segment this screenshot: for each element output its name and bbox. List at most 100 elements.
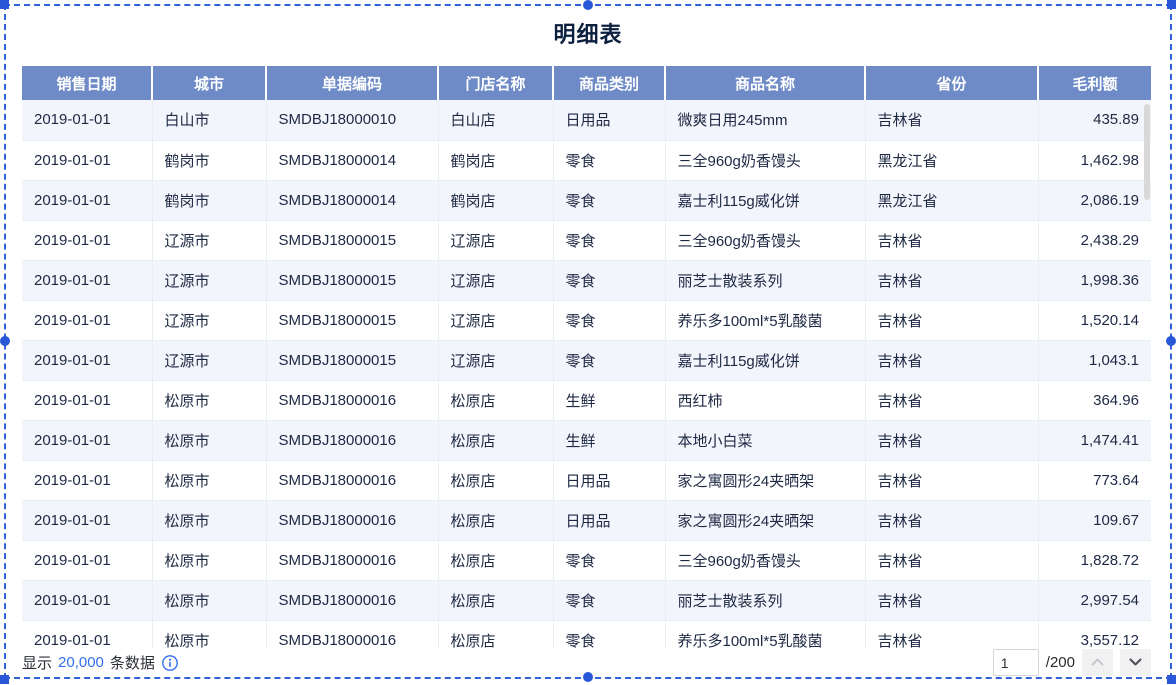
table-cell: SMDBJ18000014 bbox=[266, 140, 439, 181]
table-cell: 109.67 bbox=[1038, 500, 1151, 541]
table-cell: 养乐多100ml*5乳酸菌 bbox=[665, 300, 866, 341]
table-row: 2019-01-01 辽源市 SMDBJ18000015 辽源店 零食 丽芝士散装系列 吉林… bbox=[22, 260, 1151, 301]
table-cell: 2019-01-01 bbox=[22, 340, 153, 381]
table-cell: 家之寓圆形24夹晒架 bbox=[665, 460, 866, 501]
table-cell: 松原店 bbox=[438, 500, 554, 541]
table-cell: 吉林省 bbox=[865, 580, 1039, 621]
table-row: 2019-01-01 辽源市 SMDBJ18000015 辽源店 零食 嘉士利115g威化… bbox=[22, 340, 1151, 381]
table-cell: 吉林省 bbox=[865, 100, 1039, 141]
table-cell: 吉林省 bbox=[865, 460, 1039, 501]
table-cell: 2019-01-01 bbox=[22, 460, 153, 501]
table-cell: 松原市 bbox=[152, 620, 267, 648]
table-row: 2019-01-01 松原市 SMDBJ18000016 松原店 生鲜 西红柿 吉林省 364… bbox=[22, 380, 1151, 421]
resize-handle-middle-left[interactable] bbox=[0, 336, 10, 346]
resize-handle-top-center[interactable] bbox=[583, 0, 593, 10]
table-cell: 松原市 bbox=[152, 500, 267, 541]
table-cell: 本地小白菜 bbox=[665, 420, 866, 461]
info-icon[interactable] bbox=[161, 654, 179, 672]
column-header-city[interactable]: 城市 bbox=[152, 66, 267, 100]
table-cell: 丽芝士散装系列 bbox=[665, 260, 866, 301]
table-cell: 2019-01-01 bbox=[22, 140, 153, 181]
table-cell: 嘉士利115g威化饼 bbox=[665, 180, 866, 221]
table-row: 2019-01-01 松原市 SMDBJ18000016 松原店 日用品 家之寓圆形24夹… bbox=[22, 460, 1151, 501]
table-cell: 日用品 bbox=[553, 100, 666, 141]
table-cell: SMDBJ18000016 bbox=[266, 620, 439, 648]
table-cell: 生鲜 bbox=[553, 420, 666, 461]
table-cell: 吉林省 bbox=[865, 260, 1039, 301]
table-row: 2019-01-01 松原市 SMDBJ18000016 松原店 零食 三全960g奶香馒… bbox=[22, 540, 1151, 581]
page-title: 明细表 bbox=[553, 22, 623, 47]
page-number-input[interactable] bbox=[992, 649, 1039, 676]
table-cell: 1,474.41 bbox=[1038, 420, 1151, 461]
resize-handle-bottom-left[interactable] bbox=[0, 675, 9, 684]
page-down-button[interactable] bbox=[1120, 649, 1151, 676]
resize-handle-top-right[interactable] bbox=[1167, 0, 1176, 9]
table-cell: 773.64 bbox=[1038, 460, 1151, 501]
table-cell: 吉林省 bbox=[865, 220, 1039, 261]
table-cell: 1,043.1 bbox=[1038, 340, 1151, 381]
resize-handle-bottom-center[interactable] bbox=[583, 672, 593, 682]
table-cell: SMDBJ18000016 bbox=[266, 380, 439, 421]
resize-handle-middle-right[interactable] bbox=[1166, 336, 1176, 346]
page-total-label: /200 bbox=[1045, 654, 1075, 671]
column-header-sale-date[interactable]: 销售日期 bbox=[22, 66, 153, 100]
table-header: 销售日期 城市 单据编码 门店名称 商品类别 商品名称 省份 毛利额 bbox=[22, 66, 1151, 100]
resize-handle-bottom-right[interactable] bbox=[1167, 675, 1176, 684]
table-cell: 三全960g奶香馒头 bbox=[665, 220, 866, 261]
table-cell: 吉林省 bbox=[865, 500, 1039, 541]
table-cell: SMDBJ18000016 bbox=[266, 500, 439, 541]
page-up-button[interactable] bbox=[1082, 649, 1113, 676]
table-row: 2019-01-01 松原市 SMDBJ18000016 松原店 零食 丽芝士散装系列 吉林… bbox=[22, 580, 1151, 621]
table-cell: 辽源店 bbox=[438, 300, 554, 341]
detail-table: 销售日期 城市 单据编码 门店名称 商品类别 商品名称 省份 毛利额 2019-… bbox=[22, 66, 1151, 648]
column-header-gross-profit[interactable]: 毛利额 bbox=[1038, 66, 1151, 100]
table-cell: 鹤岗市 bbox=[152, 180, 267, 221]
vertical-scrollbar-thumb[interactable] bbox=[1144, 104, 1150, 200]
column-header-product-name[interactable]: 商品名称 bbox=[665, 66, 866, 100]
table-cell: SMDBJ18000016 bbox=[266, 460, 439, 501]
table-cell: 嘉士利115g威化饼 bbox=[665, 340, 866, 381]
table-cell: 丽芝士散装系列 bbox=[665, 580, 866, 621]
table-cell: 白山市 bbox=[152, 100, 267, 141]
table-cell: 吉林省 bbox=[865, 300, 1039, 341]
table-cell: 零食 bbox=[553, 620, 666, 648]
table-cell: 吉林省 bbox=[865, 540, 1039, 581]
table-cell: 吉林省 bbox=[865, 340, 1039, 381]
table-cell: 零食 bbox=[553, 140, 666, 181]
table-cell: 黑龙江省 bbox=[865, 180, 1039, 221]
chevron-down-icon bbox=[1128, 655, 1143, 670]
table-cell: 松原店 bbox=[438, 420, 554, 461]
table-cell: 日用品 bbox=[553, 460, 666, 501]
table-cell: 2019-01-01 bbox=[22, 380, 153, 421]
table-cell: 1,998.36 bbox=[1038, 260, 1151, 301]
table-cell: SMDBJ18000016 bbox=[266, 540, 439, 581]
table-cell: 生鲜 bbox=[553, 380, 666, 421]
table-cell: 三全960g奶香馒头 bbox=[665, 140, 866, 181]
table-cell: 1,520.14 bbox=[1038, 300, 1151, 341]
table-cell: 微爽日用245mm bbox=[665, 100, 866, 141]
table-cell: 松原店 bbox=[438, 540, 554, 581]
table-cell: 2019-01-01 bbox=[22, 580, 153, 621]
table-cell: 零食 bbox=[553, 260, 666, 301]
column-header-province[interactable]: 省份 bbox=[865, 66, 1039, 100]
table-cell: 2,086.19 bbox=[1038, 180, 1151, 221]
column-header-store-name[interactable]: 门店名称 bbox=[438, 66, 554, 100]
table-cell: 2019-01-01 bbox=[22, 300, 153, 341]
column-header-product-category[interactable]: 商品类别 bbox=[553, 66, 666, 100]
table-cell: 日用品 bbox=[553, 500, 666, 541]
table-cell: 辽源店 bbox=[438, 220, 554, 261]
table-row: 2019-01-01 鹤岗市 SMDBJ18000014 鹤岗店 零食 三全960g奶香馒… bbox=[22, 140, 1151, 181]
column-header-doc-code[interactable]: 单据编码 bbox=[266, 66, 439, 100]
table-cell: 零食 bbox=[553, 540, 666, 581]
table-header-row: 销售日期 城市 单据编码 门店名称 商品类别 商品名称 省份 毛利额 bbox=[22, 66, 1151, 100]
table-cell: 鹤岗店 bbox=[438, 140, 554, 181]
table-cell: 家之寓圆形24夹晒架 bbox=[665, 500, 866, 541]
table-cell: 2,438.29 bbox=[1038, 220, 1151, 261]
resize-handle-top-left[interactable] bbox=[0, 0, 9, 9]
table-cell: 2019-01-01 bbox=[22, 180, 153, 221]
table-cell: 松原店 bbox=[438, 620, 554, 648]
table-cell: 辽源市 bbox=[152, 340, 267, 381]
table-cell: 松原市 bbox=[152, 540, 267, 581]
table-cell: 松原市 bbox=[152, 380, 267, 421]
table-cell: SMDBJ18000015 bbox=[266, 340, 439, 381]
